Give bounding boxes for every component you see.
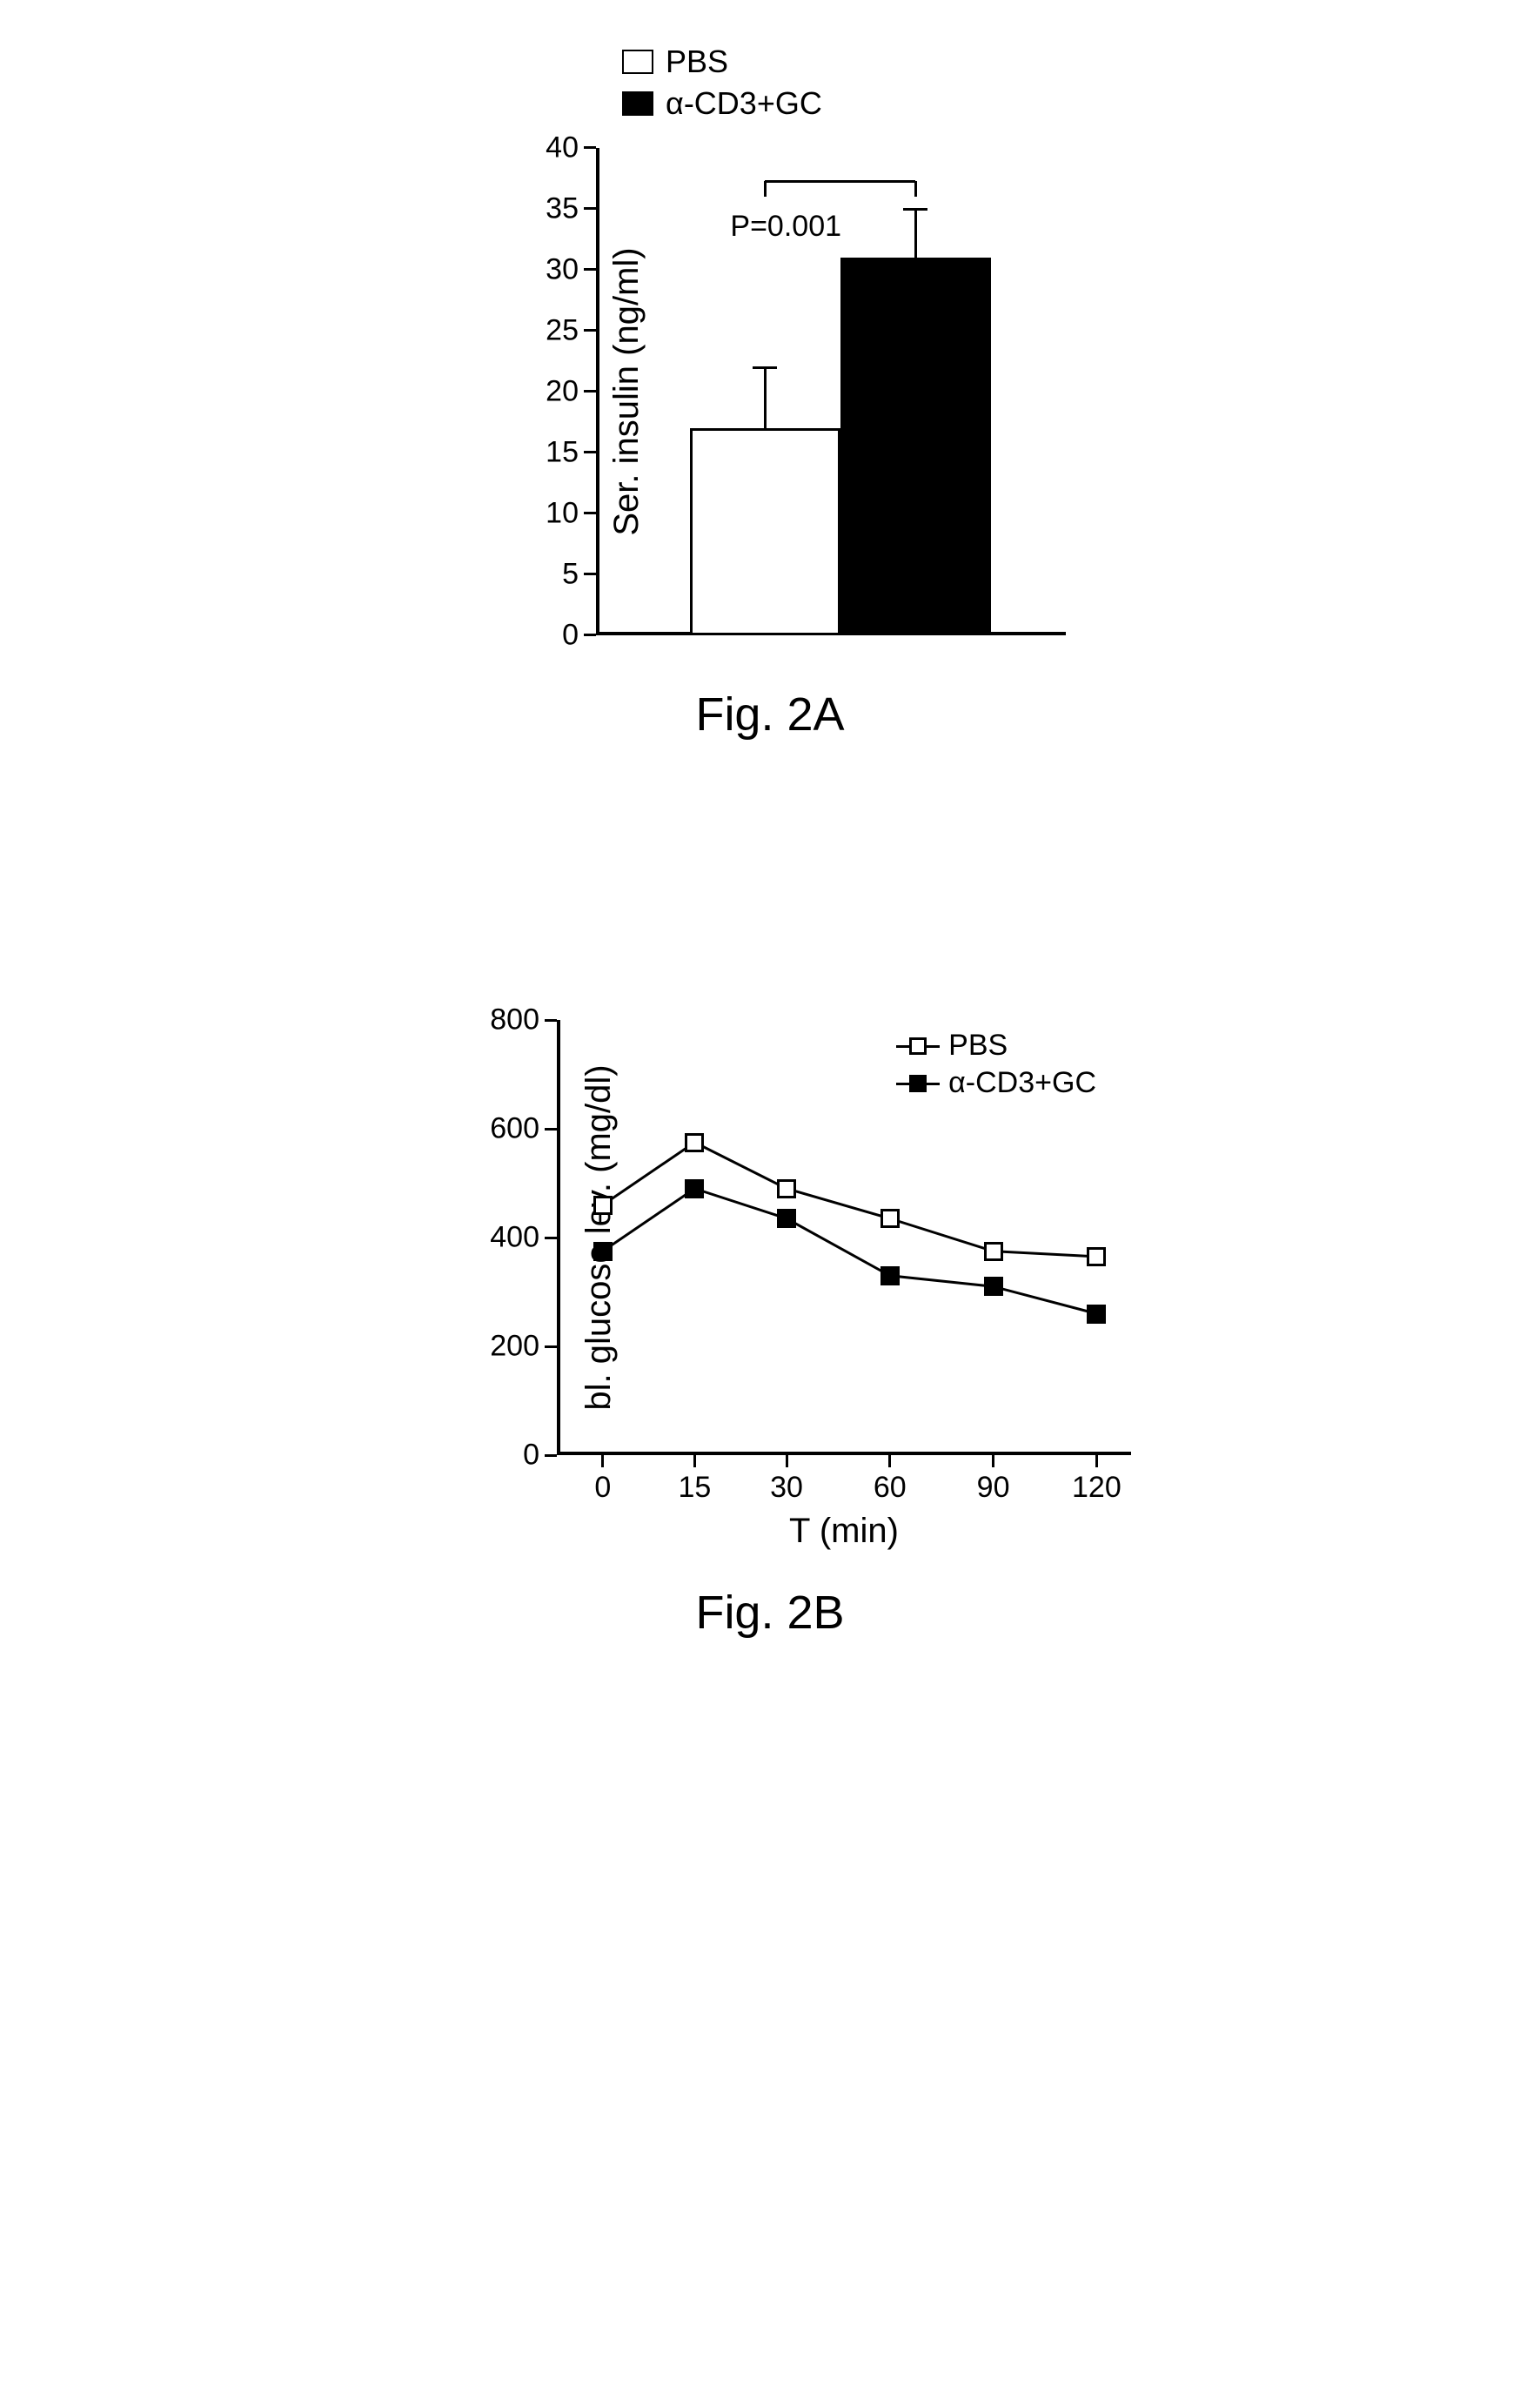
y-tick: [584, 146, 596, 149]
legend-label: α-CD3+GC: [666, 85, 822, 122]
fig-2b-caption: Fig. 2B: [695, 1586, 844, 1640]
marker: [685, 1133, 704, 1152]
marker: [984, 1242, 1003, 1261]
legend-item-cd3gc: α-CD3+GC: [622, 85, 822, 122]
marker: [593, 1242, 613, 1261]
legend-swatch-cd3gc: [622, 91, 653, 116]
marker: [984, 1277, 1003, 1296]
y-tick-label: 5: [526, 558, 579, 592]
marker: [1087, 1305, 1106, 1324]
y-tick: [545, 1237, 557, 1239]
x-tick-label: 30: [770, 1471, 803, 1505]
y-tick-label: 15: [526, 436, 579, 470]
error-cap: [753, 366, 777, 369]
line-chart: bl. glucose lev. (mg/dl) T (min) PBS α-C…: [409, 1020, 1131, 1455]
y-tick-label: 0: [470, 1439, 539, 1473]
y-tick: [545, 1345, 557, 1348]
fig-2b-block: bl. glucose lev. (mg/dl) T (min) PBS α-C…: [409, 1020, 1131, 1640]
p-bracket-leg: [764, 181, 767, 197]
y-tick-label: 40: [526, 131, 579, 165]
x-tick: [786, 1455, 788, 1467]
x-tick-label: 15: [678, 1471, 711, 1505]
y-axis: [596, 148, 599, 635]
y-tick-label: 10: [526, 497, 579, 531]
y-tick-label: 800: [470, 1003, 539, 1037]
x-axis-title: T (min): [789, 1512, 899, 1551]
y-tick-label: 400: [470, 1221, 539, 1255]
figure-container: PBS α-CD3+GC Ser. insulin (ng/ml) 051015…: [0, 52, 1540, 1640]
marker: [685, 1179, 704, 1198]
y-tick: [545, 1019, 557, 1022]
y-tick: [545, 1454, 557, 1457]
y-tick: [584, 329, 596, 332]
y-tick-label: 30: [526, 253, 579, 287]
y-tick: [584, 390, 596, 393]
y-tick: [584, 451, 596, 453]
y-tick: [584, 573, 596, 575]
y-tick-label: 200: [470, 1330, 539, 1364]
error-cap: [903, 208, 927, 211]
error-bar: [914, 209, 917, 258]
y-tick-label: 20: [526, 375, 579, 409]
x-tick: [1095, 1455, 1098, 1467]
error-bar: [764, 367, 767, 428]
y-axis-title: Ser. insulin (ng/ml): [607, 247, 646, 535]
x-tick: [601, 1455, 604, 1467]
marker: [880, 1266, 900, 1285]
marker: [880, 1209, 900, 1228]
x-tick-label: 0: [594, 1471, 611, 1505]
x-tick: [888, 1455, 891, 1467]
marker: [777, 1179, 796, 1198]
marker: [1087, 1247, 1106, 1266]
marker: [593, 1196, 613, 1215]
y-tick: [584, 207, 596, 210]
x-tick: [693, 1455, 696, 1467]
bar-pbs: [690, 428, 840, 635]
p-bracket: [765, 180, 915, 183]
legend-swatch-pbs: [622, 50, 653, 74]
y-tick: [584, 634, 596, 636]
bar-chart: PBS α-CD3+GC Ser. insulin (ng/ml) 051015…: [474, 52, 1066, 635]
y-tick-label: 35: [526, 192, 579, 226]
bar-plot-area: Ser. insulin (ng/ml) 0510152025303540P=0…: [596, 148, 1066, 635]
y-tick-label: 25: [526, 314, 579, 348]
bar-legend: PBS α-CD3+GC: [622, 44, 822, 122]
x-tick-label: 90: [977, 1471, 1010, 1505]
fig-2a-block: PBS α-CD3+GC Ser. insulin (ng/ml) 051015…: [474, 52, 1066, 741]
p-value-label: P=0.001: [730, 210, 841, 244]
y-tick: [545, 1128, 557, 1131]
fig-2a-caption: Fig. 2A: [695, 688, 844, 741]
y-tick: [584, 512, 596, 514]
p-bracket-leg: [914, 181, 917, 197]
legend-label: PBS: [666, 44, 728, 80]
x-tick-label: 60: [874, 1471, 907, 1505]
line-plot-area: bl. glucose lev. (mg/dl) T (min) PBS α-C…: [557, 1020, 1131, 1455]
x-tick-label: 120: [1072, 1471, 1122, 1505]
legend-item-pbs: PBS: [622, 44, 822, 80]
bar--cd3-gc: [840, 258, 991, 635]
y-tick-label: 600: [470, 1112, 539, 1146]
y-tick: [584, 268, 596, 271]
x-tick: [992, 1455, 994, 1467]
y-tick-label: 0: [526, 619, 579, 653]
marker: [777, 1209, 796, 1228]
line-svg: [557, 1020, 1131, 1455]
